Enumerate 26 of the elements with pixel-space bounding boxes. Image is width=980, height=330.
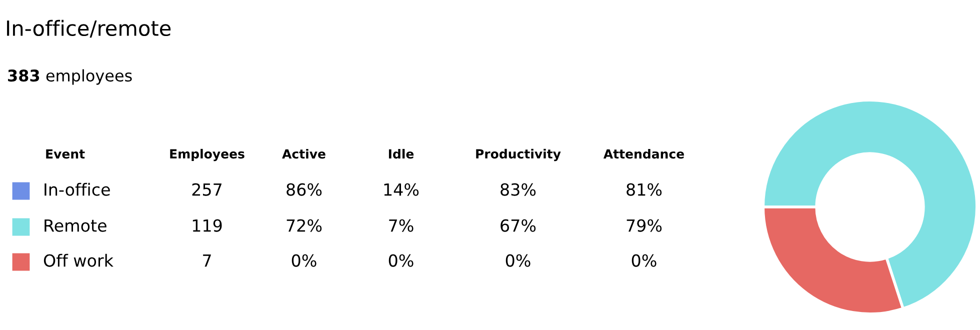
text: Off work — [44, 254, 114, 267]
text: 0% — [292, 254, 316, 267]
text: 67% — [500, 219, 536, 232]
text: 0% — [506, 254, 530, 267]
text: 7% — [389, 219, 414, 232]
text: 81% — [626, 183, 662, 196]
category-label: Attendance — [603, 148, 684, 159]
text: 72% — [286, 219, 322, 232]
text: Remote — [44, 219, 106, 232]
text: 119 — [192, 219, 222, 232]
text: 7 — [203, 254, 211, 267]
category-label: Employees — [170, 148, 244, 162]
text: 86% — [286, 183, 322, 196]
text: 383 employees — [8, 69, 132, 85]
category-label: Active — [282, 148, 326, 159]
category-label: Idle — [388, 148, 414, 159]
text: 83% — [500, 183, 536, 196]
text: 257 — [192, 183, 222, 196]
text: In-office — [44, 182, 110, 196]
text: 0% — [388, 254, 414, 267]
text: 14% — [384, 183, 419, 196]
text: In-office/remote — [7, 20, 171, 38]
text: 0% — [632, 254, 656, 267]
category-label: Event — [46, 149, 85, 159]
category-label: Productivity — [476, 148, 561, 162]
text: 79% — [626, 219, 662, 232]
